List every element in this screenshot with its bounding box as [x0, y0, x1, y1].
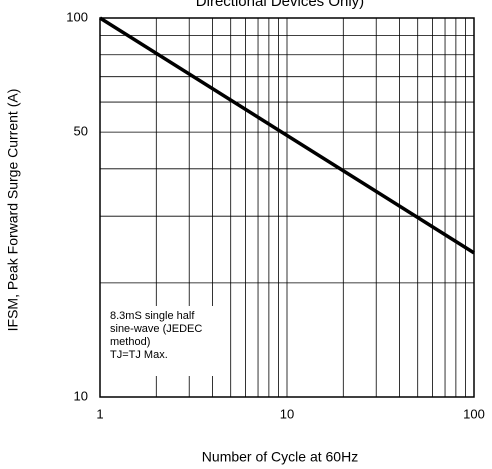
annotation: 8.3mS single half	[110, 310, 195, 322]
chart-title: Directional Devices Only)	[196, 0, 364, 10]
x-tick-label: 10	[280, 406, 294, 421]
x-tick-label: 1	[96, 406, 103, 421]
annotation: method)	[110, 336, 150, 348]
y-tick-label: 50	[74, 124, 88, 139]
y-tick-label: 10	[74, 388, 88, 403]
data-line	[99, 16, 475, 255]
annotation: sine-wave (JEDEC	[110, 323, 202, 335]
plot-frame	[99, 17, 475, 398]
x-axis-label: Number of Cycle at 60Hz	[202, 449, 358, 465]
y-axis-label: IFSM, Peak Forward Surge Current (A)	[5, 89, 21, 332]
y-tick-label: 100	[66, 9, 88, 24]
annotation-box	[103, 306, 221, 376]
x-tick-label: 100	[463, 406, 485, 421]
annotation: TJ=TJ Max.	[110, 349, 168, 361]
